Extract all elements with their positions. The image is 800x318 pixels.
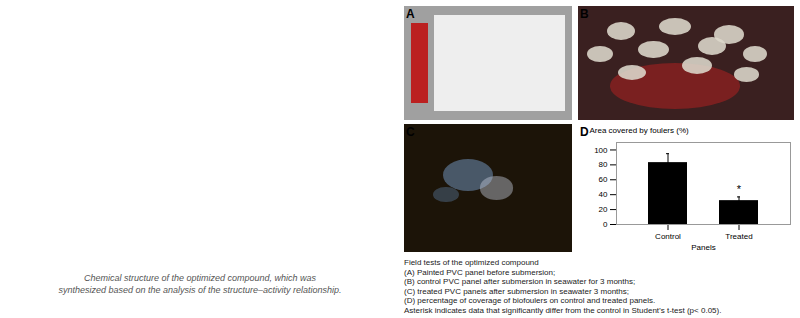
svg-text:*: * [737,183,742,195]
html-text:Field tests of the optimized c: Field tests of the optimized compound [404,258,539,267]
html-text:D: D [580,125,589,139]
svg-text:80: 80 [599,160,608,169]
html-text:B: B [580,7,589,21]
html-text:A: A [406,7,415,21]
html-text:synthesized based on the analy: synthesized based on the analysis of the… [58,285,342,295]
svg-text:Treated: Treated [725,232,752,241]
html-text:Chemical structure of the opti: Chemical structure of the optimized comp… [83,273,316,283]
svg-text:20: 20 [599,205,608,214]
html-text:(B) control PVC panel after su: (B) control PVC panel after submersion i… [404,277,636,287]
html-text:C: C [406,125,415,139]
svg-text:40: 40 [599,190,608,199]
html-text:(D) percentage of coverage of: (D) percentage of coverage of biofoulers… [404,296,656,306]
svg-text:60: 60 [599,175,608,184]
svg-text:100: 100 [594,146,608,155]
html-text:Asterisk indicates data that s: Asterisk indicates data that significant… [404,306,722,315]
html-text:(A) Painted PVC panel before s: (A) Painted PVC panel before submersion; [404,267,556,277]
svg-text:Area covered by foulers (%): Area covered by foulers (%) [590,126,689,135]
svg-text:0: 0 [603,220,608,229]
svg-text:Panels: Panels [691,243,715,252]
svg-text:Control: Control [655,232,681,241]
html-text:(C) treated PVC panels after s: (C) treated PVC panels after submersion … [404,286,629,296]
